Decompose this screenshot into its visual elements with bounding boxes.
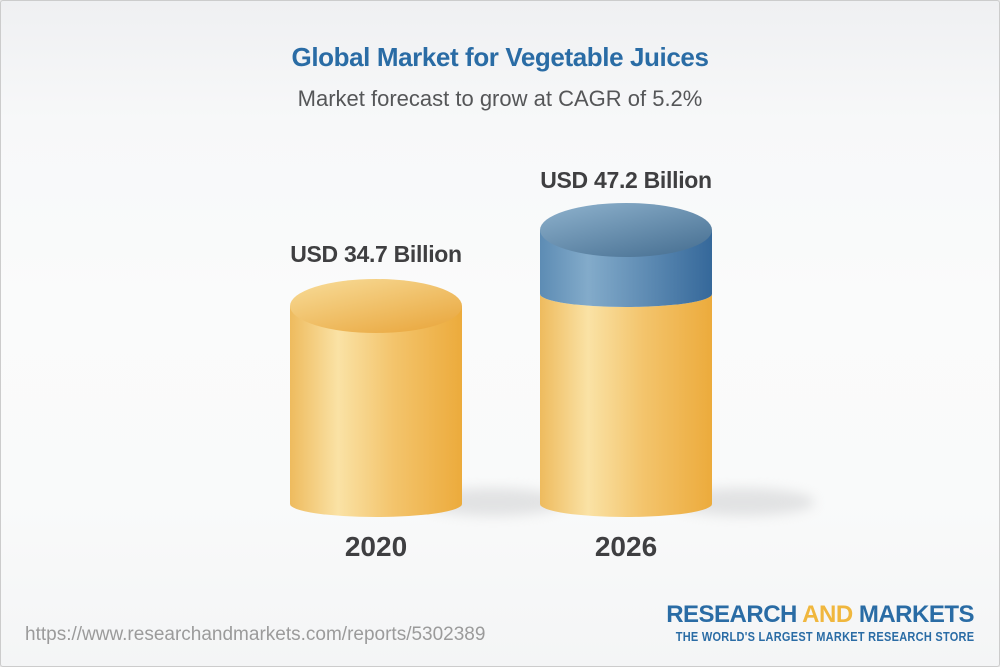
chart-subtitle: Market forecast to grow at CAGR of 5.2%: [297, 86, 703, 111]
logo-wordmark: RESEARCH AND MARKETS: [635, 603, 974, 627]
logo-research: RESEARCH: [666, 601, 803, 628]
bar-2020-body: [290, 306, 462, 517]
chart-title: Global Market for Vegetable Juices: [291, 42, 709, 72]
researchandmarkets-logo: RESEARCH AND MARKETS THE WORLD'S LARGEST…: [635, 603, 974, 644]
bar-2026-base-segment: [540, 294, 712, 517]
category-label-2026: 2026: [594, 531, 658, 562]
category-label-2020: 2020: [344, 531, 408, 562]
logo-and: AND: [802, 601, 853, 628]
value-label-2026: USD 47.2 Billion: [540, 167, 712, 193]
logo-markets: MARKETS: [852, 601, 975, 628]
bar-2026-cylinder: [540, 203, 712, 517]
report-url: https://www.researchandmarkets.com/repor…: [25, 624, 486, 645]
bar-2026-top-face: [540, 203, 712, 257]
bar-2020-cylinder: [290, 279, 462, 517]
value-label-2020: USD 34.7 Billion: [290, 241, 462, 267]
bar-2020-top-face: [290, 279, 462, 333]
logo-tagline: THE WORLD'S LARGEST MARKET RESEARCH STOR…: [675, 630, 974, 644]
